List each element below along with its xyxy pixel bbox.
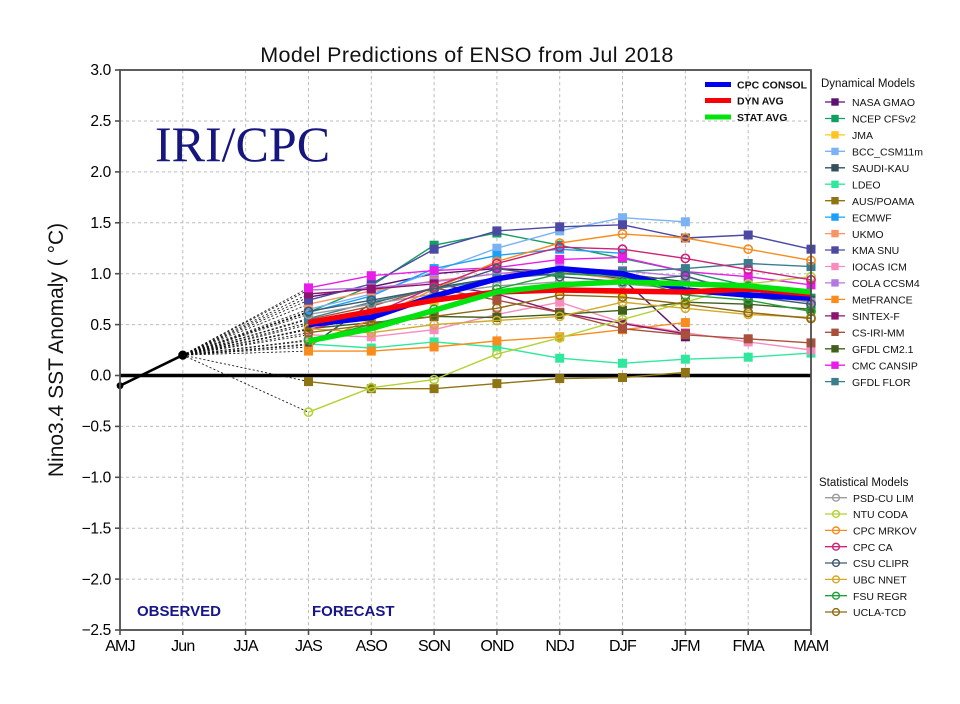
svg-text:JAS: JAS: [295, 638, 322, 655]
svg-text:CMC CANSIP: CMC CANSIP: [852, 360, 918, 372]
svg-text:IRI/CPC: IRI/CPC: [155, 116, 330, 172]
svg-text:ECMWF: ECMWF: [852, 212, 892, 224]
svg-text:SINTEX-F: SINTEX-F: [852, 311, 900, 323]
svg-text:Model Predictions of ENSO from: Model Predictions of ENSO from Jul 2018: [260, 43, 674, 67]
svg-text:OND: OND: [480, 638, 513, 655]
svg-text:−0.5: −0.5: [82, 419, 111, 436]
svg-text:UKMO: UKMO: [852, 229, 884, 241]
svg-text:UBC NNET: UBC NNET: [853, 575, 907, 587]
svg-text:Statistical Models: Statistical Models: [819, 477, 909, 489]
svg-text:SAUDI-KAU: SAUDI-KAU: [852, 163, 909, 175]
svg-text:CPC MRKOV: CPC MRKOV: [853, 526, 917, 538]
svg-text:Nino3.4 SST Anomaly ( °C): Nino3.4 SST Anomaly ( °C): [45, 223, 68, 477]
svg-text:JMA: JMA: [852, 130, 873, 142]
svg-text:KMA SNU: KMA SNU: [852, 245, 899, 257]
svg-text:CPC CA: CPC CA: [853, 542, 893, 554]
svg-text:0.5: 0.5: [90, 317, 111, 334]
svg-text:1.5: 1.5: [90, 215, 111, 232]
svg-text:Jun: Jun: [171, 638, 194, 655]
svg-text:−2.0: −2.0: [82, 571, 112, 588]
svg-text:JJA: JJA: [233, 638, 258, 655]
svg-text:FORECAST: FORECAST: [312, 603, 395, 620]
svg-text:MetFRANCE: MetFRANCE: [852, 295, 913, 307]
svg-text:NCEP CFSv2: NCEP CFSv2: [852, 114, 916, 126]
svg-text:0.0: 0.0: [90, 368, 111, 385]
svg-text:PSD-CU LIM: PSD-CU LIM: [853, 493, 914, 505]
svg-text:GFDL FLOR: GFDL FLOR: [852, 377, 911, 389]
svg-text:−1.0: −1.0: [82, 470, 112, 487]
svg-text:MAM: MAM: [794, 638, 829, 655]
svg-text:CS-IRI-MM: CS-IRI-MM: [852, 328, 905, 340]
svg-text:DYN AVG: DYN AVG: [737, 96, 784, 108]
svg-text:Dynamical Models: Dynamical Models: [821, 78, 915, 90]
svg-text:DJF: DJF: [609, 638, 637, 655]
svg-text:SON: SON: [418, 638, 451, 655]
svg-text:CSU CLIPR: CSU CLIPR: [853, 558, 909, 570]
svg-text:GFDL CM2.1: GFDL CM2.1: [852, 344, 914, 356]
svg-text:AUS/POAMA: AUS/POAMA: [852, 196, 914, 208]
svg-text:CPC CONSOL: CPC CONSOL: [737, 80, 808, 92]
svg-text:LDEO: LDEO: [852, 179, 881, 191]
svg-text:FSU REGR: FSU REGR: [853, 591, 908, 603]
svg-text:OBSERVED: OBSERVED: [137, 603, 221, 620]
svg-text:COLA CCSM4: COLA CCSM4: [852, 278, 920, 290]
svg-text:IOCAS ICM: IOCAS ICM: [852, 262, 907, 274]
svg-text:BCC_CSM11m: BCC_CSM11m: [852, 147, 923, 159]
svg-text:−1.5: −1.5: [82, 520, 111, 537]
svg-text:1.0: 1.0: [90, 266, 111, 283]
svg-text:NDJ: NDJ: [545, 638, 574, 655]
svg-text:NTU CODA: NTU CODA: [853, 509, 908, 521]
svg-text:NASA GMAO: NASA GMAO: [852, 97, 915, 109]
svg-text:3.0: 3.0: [90, 62, 111, 79]
svg-text:AMJ: AMJ: [105, 638, 135, 655]
svg-text:2.5: 2.5: [90, 113, 111, 130]
svg-text:−2.5: −2.5: [82, 622, 111, 639]
svg-text:2.0: 2.0: [90, 164, 111, 181]
svg-text:STAT AVG: STAT AVG: [737, 112, 787, 124]
svg-text:JFM: JFM: [671, 638, 700, 655]
svg-text:UCLA-TCD: UCLA-TCD: [853, 607, 907, 619]
svg-text:ASO: ASO: [356, 638, 388, 655]
svg-text:FMA: FMA: [733, 638, 766, 655]
